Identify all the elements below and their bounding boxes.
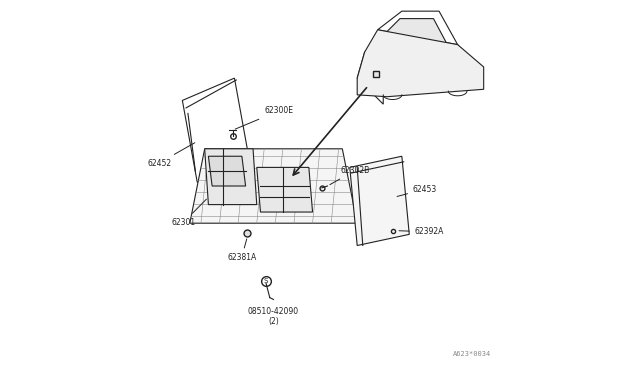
Text: 62302B: 62302B <box>330 166 370 185</box>
Polygon shape <box>257 167 312 212</box>
Text: 62453: 62453 <box>397 185 437 196</box>
Text: 62452: 62452 <box>147 143 195 167</box>
Text: S: S <box>264 278 268 284</box>
Polygon shape <box>209 156 246 186</box>
Polygon shape <box>357 30 484 97</box>
Text: 62381A: 62381A <box>227 239 256 262</box>
Polygon shape <box>205 149 257 205</box>
Polygon shape <box>190 149 357 223</box>
Polygon shape <box>381 19 449 46</box>
Polygon shape <box>349 156 410 246</box>
Text: 62392A: 62392A <box>399 227 444 236</box>
Text: 62301: 62301 <box>172 199 207 227</box>
Text: 62300E: 62300E <box>235 106 293 129</box>
Text: A623*0034: A623*0034 <box>453 351 491 357</box>
Text: 08510-42090
(2): 08510-42090 (2) <box>248 307 299 326</box>
